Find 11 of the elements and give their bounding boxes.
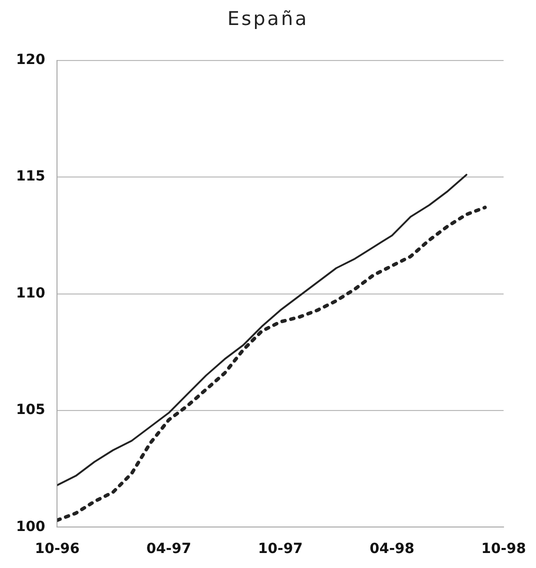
x-tick-label: 10-96 (34, 541, 80, 558)
chart-title: España (226, 8, 310, 30)
x-tick-label: 10-98 (481, 541, 526, 558)
y-tick-label: 100 (16, 518, 46, 535)
x-tick-label: 04-98 (370, 541, 414, 558)
y-tick-label: 105 (16, 402, 46, 418)
x-tick-label: 10-97 (258, 541, 303, 558)
y-tick-label: 110 (16, 285, 46, 302)
x-tick-label: 04-97 (146, 541, 192, 558)
y-tick-label: 120 (16, 52, 46, 68)
y-tick-label: 115 (16, 168, 46, 185)
